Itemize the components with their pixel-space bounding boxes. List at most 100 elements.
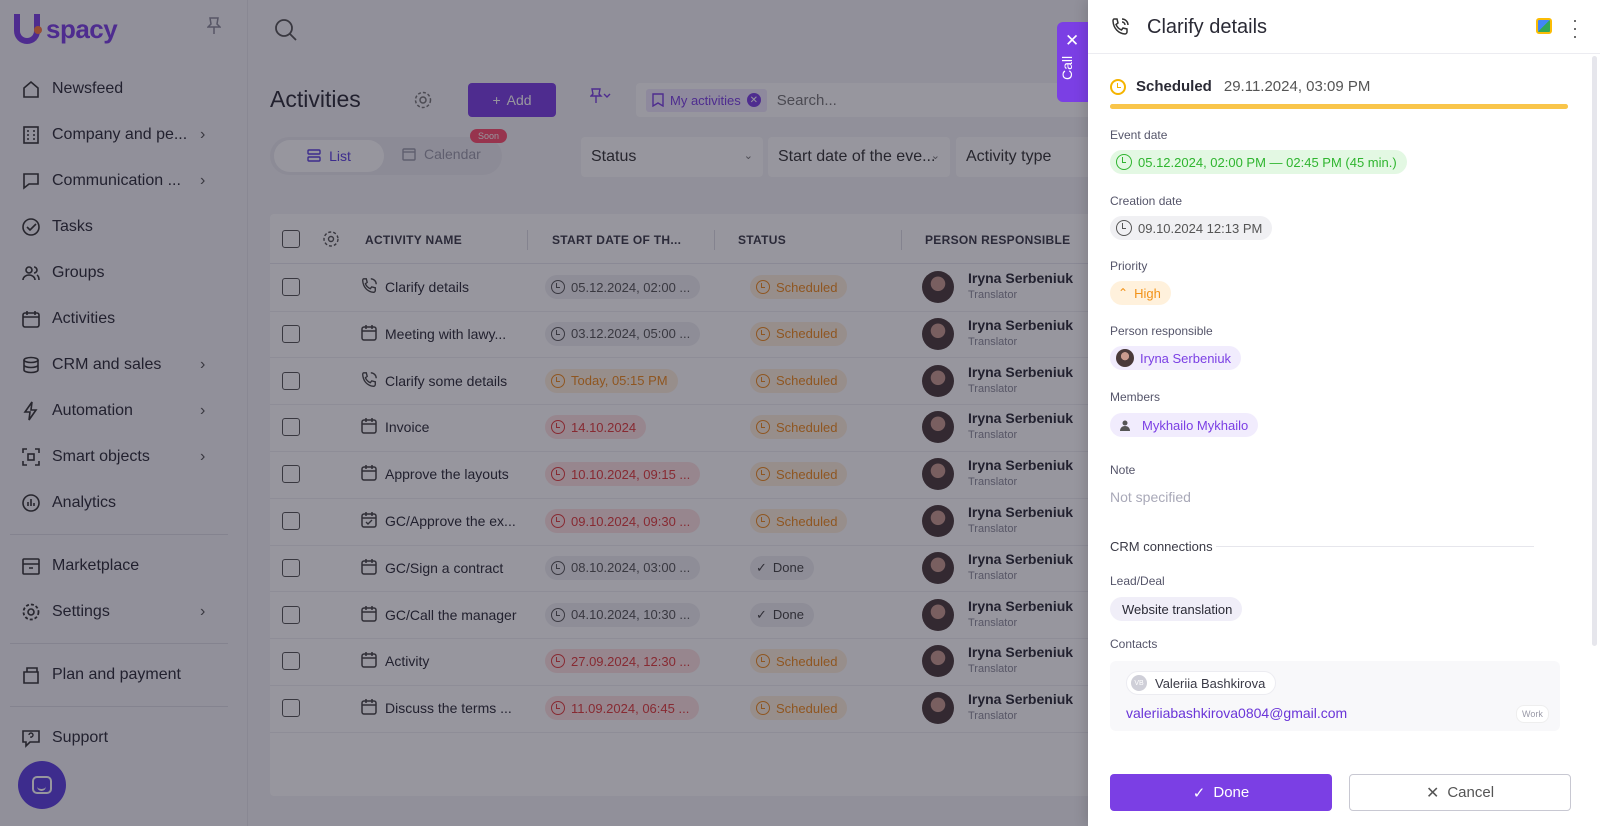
person-name[interactable]: Iryna Serbeniuk: [968, 504, 1074, 520]
modal-overlay[interactable]: [0, 0, 1088, 826]
activity-name[interactable]: Clarify details: [385, 279, 470, 295]
person-name[interactable]: Iryna Serbeniuk: [968, 597, 1074, 614]
row-checkbox[interactable]: [282, 371, 300, 390]
activity-name[interactable]: GC/Call the manager: [385, 606, 517, 623]
status-badge[interactable]: Scheduled: [750, 368, 848, 393]
event-date-chip[interactable]: 05.12.2024, 02:00 PM — 02:45 PM (45 min.…: [1110, 150, 1407, 174]
row-checkbox[interactable]: [282, 605, 300, 624]
panel-scrollbar[interactable]: [1592, 56, 1597, 646]
search-icon[interactable]: [274, 18, 298, 42]
search-input[interactable]: [776, 91, 977, 109]
select-all-checkbox[interactable]: [282, 230, 300, 248]
row-checkbox[interactable]: [282, 278, 300, 296]
sidebar-item-plan-and-payment[interactable]: Plan and payment: [0, 652, 248, 698]
activity-type-filter[interactable]: Activity type: [956, 137, 1096, 177]
table-row[interactable]: Clarify some details Today, 05:15 PM Sched…: [270, 358, 1370, 406]
sidebar-item-analytics[interactable]: Analytics: [0, 480, 248, 526]
activity-name[interactable]: Invoice: [385, 419, 430, 436]
priority-chip[interactable]: ⌃ High: [1110, 281, 1171, 305]
person-responsible-chip[interactable]: Iryna Serbeniuk: [1110, 346, 1242, 370]
table-row[interactable]: Meeting with lawy... 03.12.2024, 05:00 ..…: [270, 311, 1370, 359]
row-checkbox[interactable]: [282, 512, 300, 530]
status-badge[interactable]: Scheduled: [750, 649, 848, 674]
activity-name[interactable]: GC/Sign a contract: [385, 559, 504, 576]
status-badge[interactable]: ✓ Done: [750, 602, 814, 627]
activity-name[interactable]: GC/Approve the ex...: [385, 513, 516, 529]
sidebar-item-marketplace[interactable]: Marketplace: [0, 543, 248, 589]
person-name[interactable]: Iryna Serbeniuk: [968, 457, 1074, 474]
activity-name[interactable]: Discuss the terms ...: [385, 700, 512, 717]
sidebar-item-support[interactable]: Support: [0, 715, 248, 761]
sidebar-item-tasks[interactable]: Tasks: [0, 204, 248, 250]
table-row[interactable]: GC/Approve the ex... 09.10.2024, 09:30 ..…: [270, 498, 1370, 546]
contact-email-link[interactable]: valeriiabashkirova0804@gmail.com: [1126, 705, 1348, 721]
activity-name[interactable]: Clarify some details: [385, 372, 508, 389]
person-name[interactable]: Iryna Serbeniuk: [968, 550, 1074, 567]
status-badge[interactable]: Scheduled: [750, 462, 848, 487]
lead-deal-chip[interactable]: Website translation: [1110, 597, 1243, 621]
table-row[interactable]: Discuss the terms ... 11.09.2024, 06:45 .…: [270, 685, 1370, 733]
sidebar-item-groups[interactable]: Groups: [0, 250, 248, 296]
table-row[interactable]: Invoice 14.10.2024 Scheduled Iryna Serbeniu…: [270, 404, 1370, 452]
status-badge[interactable]: Scheduled: [750, 321, 848, 346]
person-name[interactable]: Iryna Serbeniuk: [968, 410, 1074, 427]
call-tab[interactable]: ✕ Call: [1057, 22, 1088, 102]
sidebar-item-automation[interactable]: Automation ›: [0, 388, 248, 434]
person-name[interactable]: Iryna Serbeniuk: [968, 316, 1074, 333]
table-row[interactable]: GC/Call the manager 04.10.2024, 10:30 ...…: [270, 592, 1370, 640]
note-value[interactable]: Not specified: [1110, 489, 1191, 505]
row-checkbox[interactable]: [282, 652, 300, 671]
status-badge[interactable]: Scheduled: [750, 696, 848, 721]
sidebar-item-company-and-pe[interactable]: Company and pe... ›: [0, 112, 248, 158]
chat-support-button[interactable]: [18, 761, 66, 809]
person-name[interactable]: Iryna Serbeniuk: [968, 691, 1074, 708]
sidebar-item-activities[interactable]: Activities: [0, 296, 248, 342]
person-name[interactable]: Iryna Serbeniuk: [968, 270, 1074, 286]
pin-icon[interactable]: [206, 17, 222, 40]
member-chip[interactable]: Mykhailo Mykhailo: [1110, 413, 1259, 437]
google-calendar-icon[interactable]: [1536, 18, 1552, 34]
table-row[interactable]: Activity 27.09.2024, 12:30 ... Scheduled Ir…: [270, 638, 1370, 686]
column-status[interactable]: STATUS: [738, 233, 787, 247]
status-filter[interactable]: Status ⌄: [581, 137, 763, 177]
column-settings-icon[interactable]: [322, 230, 340, 251]
activity-name[interactable]: Approve the layouts: [385, 466, 509, 483]
table-row[interactable]: GC/Sign a contract 08.10.2024, 03:00 ... ✓…: [270, 545, 1370, 593]
column-person-responsible[interactable]: PERSON RESPONSIBLE: [925, 233, 1071, 247]
done-button[interactable]: ✓ Done: [1110, 774, 1332, 811]
row-checkbox[interactable]: [282, 699, 300, 718]
table-row[interactable]: Clarify details 05.12.2024, 02:00 ... Sche…: [270, 264, 1370, 312]
sidebar-item-smart-objects[interactable]: Smart objects ›: [0, 434, 248, 480]
column-start-date[interactable]: START DATE OF TH...: [552, 233, 682, 247]
close-call-icon[interactable]: ✕: [1065, 31, 1080, 50]
table-row[interactable]: Approve the layouts 10.10.2024, 09:15 ...…: [270, 451, 1370, 499]
pinned-filter-icon[interactable]: [589, 88, 612, 107]
remove-filter-icon[interactable]: ✕: [746, 93, 761, 107]
more-options-icon[interactable]: · · ·: [1572, 10, 1578, 46]
filter-chip-my-activities[interactable]: My activities ✕: [646, 88, 767, 112]
cancel-button[interactable]: ✕ Cancel: [1349, 774, 1571, 811]
logo[interactable]: spacy: [14, 12, 118, 46]
row-checkbox[interactable]: [282, 558, 300, 577]
sidebar-item-communication[interactable]: Communication ... ›: [0, 158, 248, 204]
add-activity-button[interactable]: + Add: [468, 83, 556, 117]
status-badge[interactable]: Scheduled: [750, 275, 848, 299]
status-badge[interactable]: Scheduled: [750, 509, 848, 533]
sidebar-item-newsfeed[interactable]: Newsfeed: [0, 66, 248, 112]
status-badge[interactable]: ✓ Done: [750, 555, 814, 580]
column-activity-name[interactable]: ACTIVITY NAME: [365, 233, 463, 247]
gear-icon[interactable]: [413, 90, 433, 115]
row-checkbox[interactable]: [282, 465, 300, 484]
activity-name[interactable]: Meeting with lawy...: [385, 325, 507, 342]
status-badge[interactable]: Scheduled: [750, 415, 848, 440]
sidebar-item-crm-and-sales[interactable]: CRM and sales ›: [0, 342, 248, 388]
view-list-button[interactable]: List: [274, 140, 384, 172]
start-date-filter[interactable]: Start date of the eve... ⌄: [768, 137, 950, 177]
row-checkbox[interactable]: [282, 324, 300, 343]
sidebar-item-settings[interactable]: Settings ›: [0, 589, 248, 635]
contact-chip[interactable]: VB Valeriia Bashkirova: [1126, 671, 1277, 695]
row-checkbox[interactable]: [282, 418, 300, 437]
person-name[interactable]: Iryna Serbeniuk: [968, 644, 1074, 661]
person-name[interactable]: Iryna Serbeniuk: [968, 363, 1074, 380]
view-calendar-button[interactable]: Calendar: [402, 146, 481, 162]
